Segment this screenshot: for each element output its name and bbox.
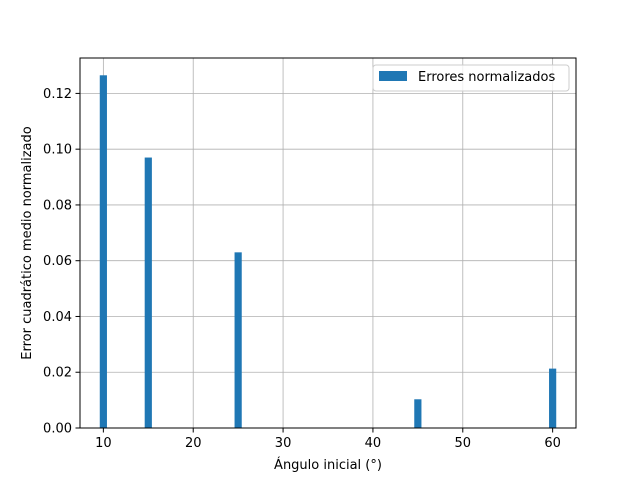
y-tick-label: 0.04 — [43, 310, 72, 325]
grid — [80, 58, 576, 429]
bar — [549, 368, 557, 428]
y-axis-ticks: 0.00 0.02 0.04 0.06 0.08 0.10 0.12 — [43, 87, 80, 437]
y-tick-label: 0.08 — [43, 198, 72, 213]
legend: Errores normalizados — [372, 64, 570, 92]
x-tick-label: 10 — [95, 436, 112, 451]
bars — [99, 75, 557, 429]
legend-swatch — [379, 71, 407, 81]
y-tick-label: 0.02 — [43, 366, 72, 381]
x-tick-label: 50 — [455, 436, 472, 451]
x-tick-label: 40 — [365, 436, 382, 451]
x-tick-label: 20 — [185, 436, 202, 451]
y-tick-label: 0.12 — [43, 87, 72, 102]
legend-box — [372, 64, 570, 92]
y-tick-label: 0.10 — [43, 143, 72, 158]
bar — [234, 252, 242, 428]
bar — [99, 75, 107, 429]
bar — [144, 157, 152, 428]
x-axis-label: Ángulo inicial (°) — [274, 457, 382, 473]
axes-frame — [79, 57, 577, 429]
x-tick-label: 60 — [544, 436, 561, 451]
x-axis-ticks: 10 20 30 40 50 60 — [95, 428, 561, 451]
y-tick-label: 0.06 — [43, 254, 72, 269]
y-tick-label: 0.00 — [43, 422, 72, 437]
x-tick-label: 30 — [275, 436, 292, 451]
y-axis-label: Error cuadrático medio normalizado — [20, 126, 35, 359]
bar — [414, 399, 422, 428]
legend-label: Errores normalizados — [418, 70, 555, 85]
